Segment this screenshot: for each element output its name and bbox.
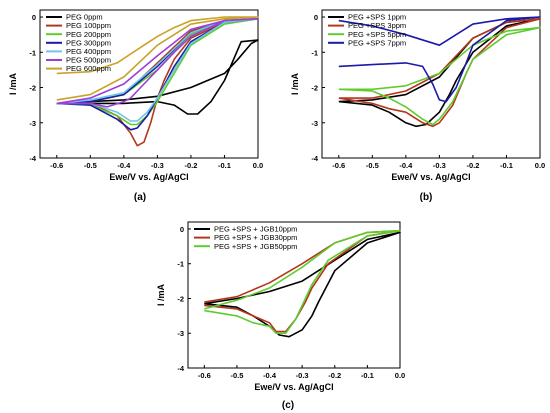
y-axis-label: I /mA bbox=[8, 73, 18, 96]
legend-entry-5: PEG 400ppm bbox=[66, 47, 111, 56]
y-tick-label: -1 bbox=[177, 260, 184, 269]
legend-entry-4: PEG +SPS 7ppm bbox=[348, 38, 406, 47]
x-tick-label: -0.6 bbox=[198, 371, 211, 380]
x-tick-label: -0.1 bbox=[218, 161, 231, 170]
x-tick-label: -0.1 bbox=[361, 371, 374, 380]
legend-entry-4: PEG 300ppm bbox=[66, 38, 111, 47]
legend-entry-6: PEG 500ppm bbox=[66, 56, 111, 65]
legend-entry-1: PEG 0ppm bbox=[66, 13, 103, 22]
x-tick-label: -0.5 bbox=[230, 371, 243, 380]
x-tick-label: -0.4 bbox=[399, 161, 413, 170]
plot-frame bbox=[187, 221, 401, 369]
series-line-2 bbox=[56, 17, 259, 147]
y-tick-label: -1 bbox=[29, 48, 36, 57]
x-tick-label: -0.6 bbox=[332, 161, 345, 170]
x-tick-label: -0.2 bbox=[328, 371, 341, 380]
x-tick-label: -0.1 bbox=[500, 161, 513, 170]
x-tick-label: -0.4 bbox=[117, 161, 131, 170]
y-tick-label: -3 bbox=[29, 119, 36, 128]
chart-panel-1: -0.6 -0.5 -0.4 -0.3 -0.2 -0.1 0.0 0 -1 -2 -3 -4 Ewe/… bbox=[8, 9, 263, 203]
y-tick-label: -4 bbox=[29, 154, 36, 163]
panel-caption: (b) bbox=[420, 192, 433, 203]
x-tick-label: -0.2 bbox=[466, 161, 479, 170]
y-tick-label: -1 bbox=[311, 48, 318, 57]
x-axis-label: Ewe/V vs. Ag/AgCl bbox=[254, 382, 333, 392]
y-tick-label: -4 bbox=[311, 154, 318, 163]
series-line-5 bbox=[56, 17, 259, 122]
y-tick-label: -3 bbox=[177, 329, 184, 338]
x-tick-label: -0.4 bbox=[263, 371, 277, 380]
x-tick-label: -0.3 bbox=[433, 161, 446, 170]
x-tick-label: 0.0 bbox=[535, 161, 545, 170]
x-tick-label: -0.5 bbox=[366, 161, 379, 170]
series-line-4 bbox=[338, 16, 541, 103]
series-line-6 bbox=[56, 17, 259, 108]
series-line-3 bbox=[338, 26, 541, 126]
legend-entry-3: PEG +SPS + JGB50ppm bbox=[214, 242, 297, 251]
x-tick-label: 0.0 bbox=[253, 161, 263, 170]
legend-entry-1: PEG +SPS 1ppm bbox=[348, 13, 406, 22]
series-line-4 bbox=[56, 17, 259, 131]
x-tick-label: -0.3 bbox=[151, 161, 164, 170]
series-line-7 bbox=[56, 16, 259, 101]
series-line-3 bbox=[204, 229, 401, 335]
x-tick-label: -0.5 bbox=[84, 161, 97, 170]
x-axis-label: Ewe/V vs. Ag/AgCl bbox=[109, 172, 188, 182]
chart-panel-2: -0.6 -0.5 -0.4 -0.3 -0.2 -0.1 0.0 0 -1 -2 -3 -4 Ewe/… bbox=[290, 9, 545, 203]
series-line-1 bbox=[204, 231, 401, 338]
legend-entry-7: PEG 600ppm bbox=[66, 64, 111, 73]
legend-entry-1: PEG +SPS + JGB10ppm bbox=[214, 225, 297, 234]
y-tick-label: -2 bbox=[177, 294, 184, 303]
x-tick-label: -0.2 bbox=[184, 161, 197, 170]
y-tick-label: -2 bbox=[29, 84, 36, 93]
x-tick-label: -0.3 bbox=[296, 371, 309, 380]
x-axis-label: Ewe/V vs. Ag/AgCl bbox=[391, 172, 470, 182]
chart-panel-3: -0.6 -0.5 -0.4 -0.3 -0.2 -0.1 0.0 0 -1 -2 -3 -4 Ewe/… bbox=[156, 221, 405, 411]
y-tick-label: -3 bbox=[311, 119, 318, 128]
legend-entry-2: PEG 100ppm bbox=[66, 21, 111, 30]
y-tick-label: -4 bbox=[177, 364, 184, 373]
y-axis-label: I /mA bbox=[290, 73, 300, 96]
legend-entry-2: PEG +SPS 3ppm bbox=[348, 21, 406, 30]
y-tick-label: 0 bbox=[32, 13, 36, 22]
legend-entry-2: PEG +SPS + JGB30ppm bbox=[214, 233, 297, 242]
y-tick-label: 0 bbox=[314, 13, 318, 22]
y-axis-label: I /mA bbox=[156, 284, 166, 307]
series-line-2 bbox=[204, 229, 401, 333]
panel-caption: (a) bbox=[134, 192, 146, 203]
x-tick-label: -0.6 bbox=[50, 161, 63, 170]
x-tick-label: 0.0 bbox=[395, 371, 405, 380]
series-line-3 bbox=[56, 17, 259, 126]
plot-frame bbox=[39, 9, 259, 159]
y-tick-label: 0 bbox=[180, 225, 184, 234]
legend-entry-3: PEG +SPS 5ppm bbox=[348, 30, 406, 39]
legend-entry-3: PEG 200ppm bbox=[66, 30, 111, 39]
y-tick-label: -2 bbox=[311, 84, 318, 93]
plot-frame bbox=[321, 9, 541, 159]
panel-caption: (c) bbox=[282, 400, 294, 411]
